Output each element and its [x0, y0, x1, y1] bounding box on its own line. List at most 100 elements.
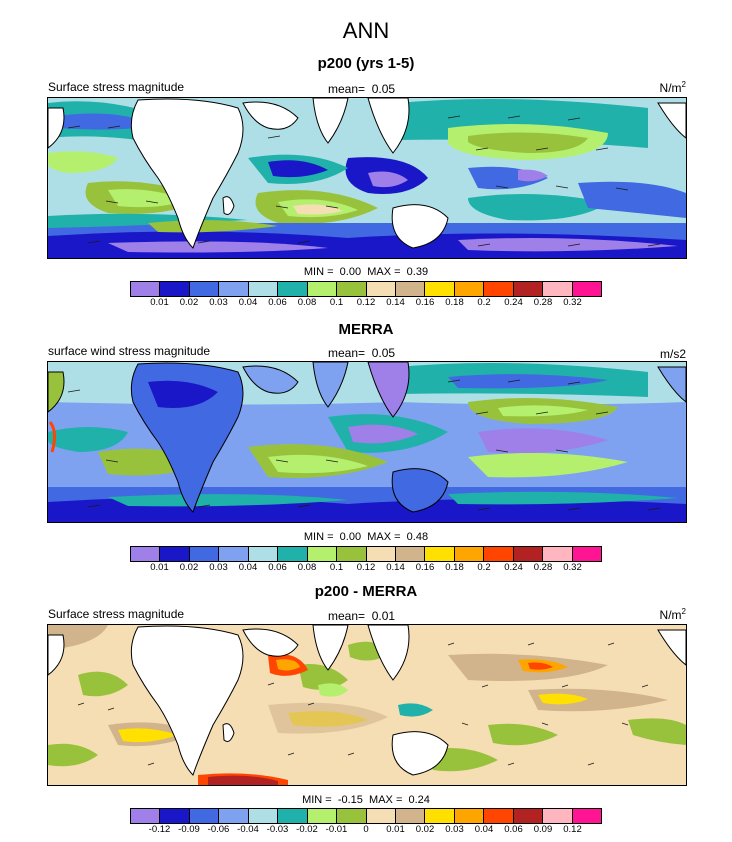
panel-1-land-arabia: [242, 101, 299, 130]
colorbar-tick-label: 0.02: [179, 297, 199, 308]
colorbar-swatch: [513, 547, 544, 561]
panel-3-colorbar: -0.12 -0.09 -0.06 -0.04 -0.03 -0.02 -0.01 0 0.01…: [130, 808, 602, 836]
colorbar-tick-label: -0.06: [207, 824, 230, 835]
panel-3-land-se-asia: [367, 625, 410, 681]
colorbar-swatch: [160, 547, 190, 561]
colorbar-tick-label: 0.2: [477, 562, 491, 573]
colorbar-tick-label: 0.12: [563, 824, 582, 835]
colorbar-swatch: [425, 282, 455, 296]
colorbar-tick-label: -0.03: [266, 824, 289, 835]
panel-2-land-americas: [657, 366, 686, 403]
panel-3-map: [47, 624, 687, 786]
colorbar-swatch: [189, 547, 220, 561]
panel-3-land-south-america: [48, 634, 65, 676]
colorbar-swatch: [337, 547, 367, 561]
colorbar-swatch: [307, 282, 338, 296]
panel-1-min-max: MIN = 0.00 MAX = 0.39: [303, 266, 429, 278]
panel-1-mean-value: 0.05: [371, 82, 396, 96]
panel-2-min-max: MIN = 0.00 MAX = 0.48: [303, 531, 429, 543]
panel-2-colorbar: 0.01 0.02 0.03 0.04 0.06 0.08 0.1 0.12 0.14 0.16 0…: [130, 546, 602, 574]
colorbar-tick-label: 0.18: [445, 297, 464, 308]
panel-3-title: p200 - MERRA: [314, 583, 418, 600]
panel-2-land-arabia: [242, 365, 299, 394]
colorbar-swatch: [484, 282, 514, 296]
colorbar-swatch: [219, 809, 249, 823]
colorbar-swatch: [366, 809, 396, 823]
panel-1-land-se-asia: [367, 98, 410, 154]
colorbar-tick-label: 0.03: [445, 824, 464, 835]
panel-3-land-madagascar: [222, 723, 235, 742]
panel-3-min-value: -0.15: [337, 794, 363, 806]
panel-3-max-value: 0.24: [408, 794, 430, 806]
panel-2-map: [47, 361, 687, 523]
panel-1-min-value: 0.00: [339, 266, 362, 278]
panel-1-land-madagascar: [222, 196, 235, 215]
colorbar-swatch: [248, 809, 279, 823]
colorbar-swatch: [572, 282, 601, 296]
panel-2-mean-label: mean= 0.05: [328, 346, 396, 360]
panel-3-land-americas: [657, 629, 686, 666]
panel-2-land-se-asia: [367, 362, 410, 418]
colorbar-swatch: [366, 547, 396, 561]
colorbar-swatch: [425, 809, 455, 823]
colorbar-tick-label: 0.28: [533, 297, 553, 308]
panel-1-land-americas: [657, 102, 686, 139]
panel-1-land-south-america: [48, 107, 65, 149]
panel-3-variable-label: Surface stress magnitude: [48, 607, 185, 621]
panel-1-colorbar-swatches: [130, 281, 602, 297]
colorbar-tick-label: 0.08: [297, 562, 317, 573]
panel-2-field: [48, 362, 686, 522]
colorbar-swatch: [454, 809, 485, 823]
colorbar-swatch: [513, 809, 544, 823]
colorbar-swatch: [278, 809, 308, 823]
panel-1-land-australia: [391, 204, 449, 249]
colorbar-tick-label: 0.01: [150, 562, 169, 573]
panel-1-max-value: 0.39: [406, 266, 429, 278]
panel-3-colorbar-swatches: [130, 808, 602, 824]
panel-2-max-value: 0.48: [406, 531, 429, 543]
panel-1-units: N/m2: [659, 80, 686, 95]
colorbar-tick-label: 0.06: [504, 824, 523, 835]
colorbar-tick-label: 0.1: [329, 297, 344, 308]
colorbar-tick-label: 0.02: [179, 562, 199, 573]
colorbar-tick-label: 0.32: [563, 297, 582, 308]
colorbar-tick-label: 0.04: [238, 297, 258, 308]
colorbar-swatch: [248, 282, 279, 296]
panel-2-units: m/s2: [659, 347, 686, 361]
colorbar-swatch: [131, 282, 161, 296]
panel-2-land-india: [312, 362, 349, 408]
colorbar-swatch: [131, 809, 161, 823]
colorbar-tick-label: 0.09: [533, 824, 553, 835]
colorbar-swatch: [219, 282, 249, 296]
colorbar-tick-label: -0.04: [237, 824, 259, 835]
colorbar-tick-label: 0.01: [150, 297, 169, 308]
colorbar-tick-label: 0.24: [504, 297, 523, 308]
panel-1-land-africa: [130, 98, 244, 249]
panel-3-land-australia: [391, 731, 449, 776]
colorbar-tick-label: 0.16: [415, 297, 435, 308]
colorbar-swatch: [248, 547, 279, 561]
colorbar-swatch: [454, 547, 485, 561]
figure-title: ANN: [342, 18, 390, 43]
colorbar-swatch: [307, 547, 338, 561]
colorbar-swatch: [278, 282, 308, 296]
colorbar-swatch: [337, 809, 367, 823]
panel-1-wind-vectors: [67, 115, 661, 247]
colorbar-tick-label: 0.03: [209, 562, 228, 573]
colorbar-swatch: [278, 547, 308, 561]
colorbar-tick-label: 0.06: [268, 562, 287, 573]
panel-1-colorbar-ticks: 0.01 0.02 0.03 0.04 0.06 0.08 0.1 0.12 0.14 0.16 0…: [130, 297, 602, 309]
colorbar-swatch: [189, 282, 220, 296]
colorbar-tick-label: 0.24: [504, 562, 523, 573]
colorbar-tick-label: 0.32: [563, 562, 582, 573]
colorbar-swatch: [543, 282, 573, 296]
panel-2-min-value: 0.00: [339, 531, 362, 543]
panel-1-field: [48, 98, 686, 258]
colorbar-swatch: [189, 809, 220, 823]
colorbar-tick-label: 0.14: [386, 562, 405, 573]
colorbar-tick-label: 0.1: [329, 562, 344, 573]
panel-3-wind-vectors: [77, 642, 649, 766]
colorbar-tick-label: 0.16: [415, 562, 435, 573]
panel-3-mean-value: 0.01: [371, 609, 396, 623]
colorbar-swatch: [543, 547, 573, 561]
